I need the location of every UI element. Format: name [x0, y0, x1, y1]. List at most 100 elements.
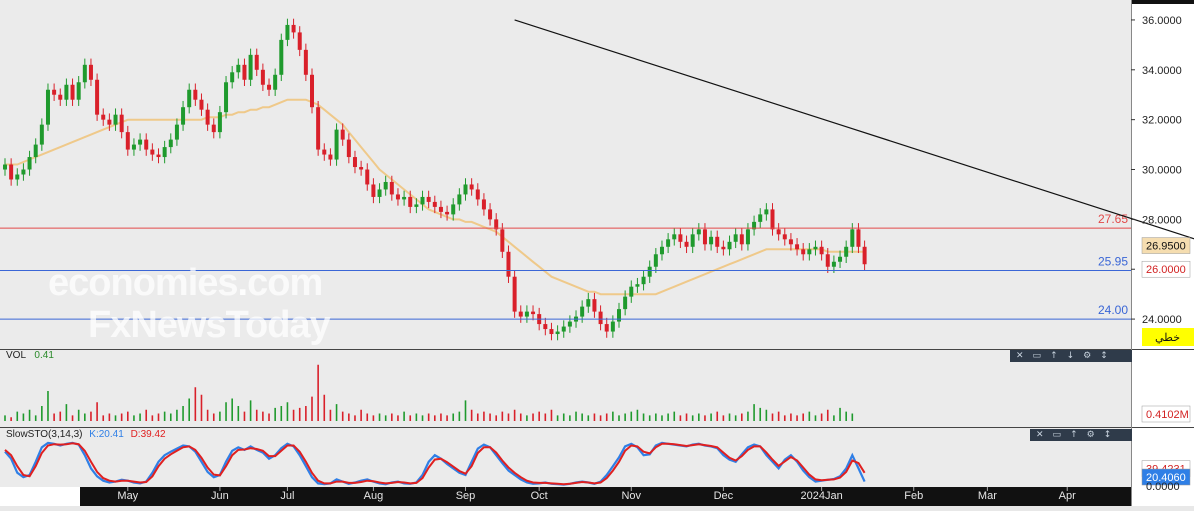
volume-bar [311, 396, 313, 421]
line-tool-label: خطي [1155, 332, 1180, 344]
maximize-icon[interactable]: ▭ [1052, 430, 1062, 440]
sto-d-label: D:39.42 [130, 429, 166, 440]
close-icon[interactable]: ✕ [1016, 351, 1024, 361]
volume-tag-label: 0.4102M [1146, 409, 1189, 421]
settings-icon[interactable]: ⚙ [1083, 351, 1092, 361]
volume-bar [569, 415, 571, 421]
candle-body [291, 24, 296, 33]
candle-body [684, 241, 689, 247]
settings-icon[interactable]: ⚙ [1086, 430, 1095, 440]
arrows-icon[interactable]: ↕ [1103, 430, 1112, 440]
volume-bar [765, 409, 768, 421]
candle-body [586, 299, 591, 307]
candle-body [770, 209, 775, 230]
candle-body [211, 124, 216, 133]
volume-bar [231, 398, 233, 421]
volume-bar [691, 415, 694, 421]
month-label: Jun [211, 490, 229, 502]
candle-body [107, 119, 112, 125]
price-tick-label: 30.0000 [1142, 165, 1182, 177]
volume-bar [833, 415, 835, 421]
volume-bar [747, 411, 749, 421]
move-up-icon[interactable]: ↑ [1050, 351, 1058, 361]
volume-bar [716, 411, 719, 421]
candle-body [543, 324, 548, 330]
candle-body [162, 147, 167, 158]
volume-bar [495, 415, 497, 421]
candle-body [45, 89, 50, 125]
candle-body [334, 129, 339, 160]
volume-bar [427, 413, 430, 421]
candle-body [647, 266, 652, 277]
price-tick-label: 24.0000 [1142, 314, 1182, 326]
candle-body [322, 149, 327, 155]
price-tick-label: 34.0000 [1142, 65, 1182, 77]
sto-label: SlowSTO(3,14,3) [6, 429, 83, 440]
volume-bar [679, 415, 682, 421]
volume-bar [16, 411, 19, 421]
volume-bar [851, 413, 854, 421]
volume-bar [434, 415, 436, 421]
candle-body [15, 174, 20, 180]
line-tool-box [1142, 328, 1194, 346]
candle-body [224, 82, 229, 113]
volume-bar [753, 404, 755, 421]
volume-bar [777, 411, 780, 421]
volume-bar [446, 415, 448, 421]
volume-bar [562, 413, 565, 421]
volume-bar [814, 415, 817, 421]
volume-panel[interactable] [0, 349, 1131, 427]
volume-bar [71, 415, 74, 421]
volume-bar [262, 411, 264, 421]
price-axis[interactable] [1131, 0, 1194, 349]
candle-body [303, 49, 308, 75]
price-axis-labels: 36.0000 34.0000 32.0000 30.0000 28.0000 26.00… [1131, 15, 1194, 346]
candle-body [82, 64, 87, 83]
arrows-icon[interactable]: ↕ [1100, 351, 1108, 361]
candle-body [125, 132, 130, 150]
price-panel[interactable] [0, 0, 1131, 349]
candle-body [377, 189, 382, 197]
candle-body [420, 196, 425, 205]
maximize-icon[interactable]: ▭ [1032, 351, 1042, 361]
price-tag-box-0 [1141, 237, 1191, 254]
close-icon[interactable]: ✕ [1036, 430, 1044, 440]
volume-bar [102, 415, 105, 421]
volume-bar [710, 413, 712, 421]
candle-body [531, 311, 536, 315]
volume-bar [624, 413, 626, 421]
volume-bar [298, 407, 301, 421]
month-label: Dec [714, 490, 734, 502]
stochastic-panel[interactable] [0, 427, 1131, 487]
candle-body [236, 64, 241, 73]
candle-body [512, 276, 517, 312]
candle-body [150, 149, 155, 155]
trendline-layer[interactable] [514, 19, 1194, 307]
volume-bar [225, 402, 227, 421]
candle-body [408, 196, 413, 207]
move-down-icon[interactable]: ↓ [1066, 351, 1075, 361]
candle-body [610, 321, 615, 332]
volume-bar [593, 413, 596, 421]
time-axis[interactable] [80, 487, 1131, 506]
volume-bar [145, 409, 148, 421]
price-tick-label: 36.0000 [1142, 15, 1182, 27]
volume-bar [182, 406, 184, 421]
volume-bar [41, 406, 43, 421]
month-label: May [117, 490, 138, 502]
volume-bar [90, 411, 92, 421]
candle-body [58, 94, 63, 100]
candle-body [709, 236, 714, 245]
candle-body [328, 154, 333, 160]
candle-body [279, 39, 284, 75]
volume-bar [820, 413, 823, 421]
candle-body [801, 249, 806, 255]
volume-bar [648, 415, 651, 421]
candle-body [156, 154, 161, 158]
candle-body [242, 64, 247, 80]
move-up-icon[interactable]: ↑ [1070, 430, 1078, 440]
candle-body [352, 157, 357, 168]
candle-body [555, 331, 560, 335]
